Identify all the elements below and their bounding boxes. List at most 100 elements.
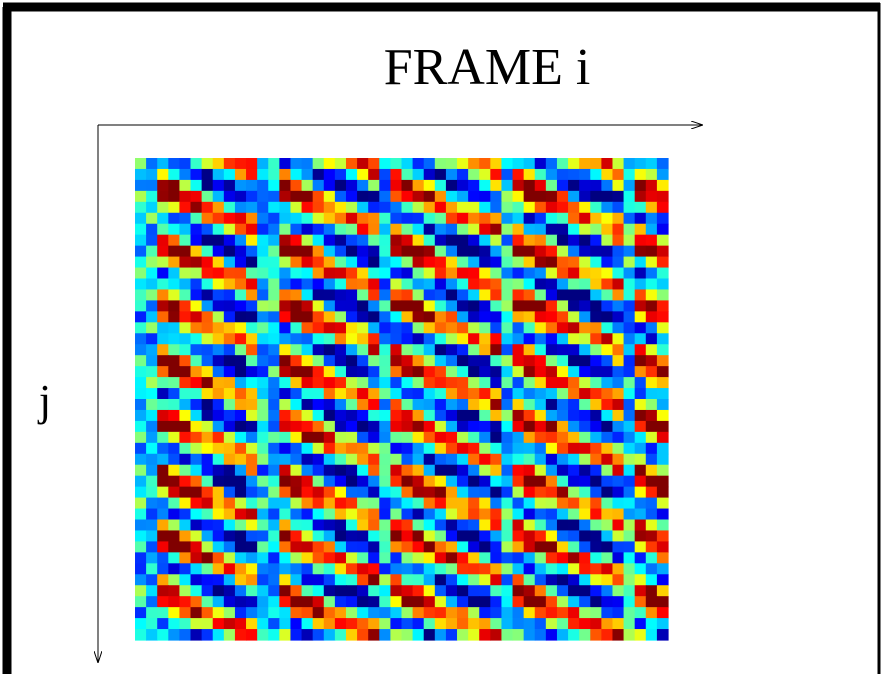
heat-cell	[579, 520, 591, 532]
heat-cell	[535, 388, 547, 400]
heat-cell	[424, 191, 436, 203]
heat-cell	[191, 421, 203, 433]
heat-cell	[424, 169, 436, 181]
heat-cell	[313, 311, 325, 323]
heat-cell	[446, 563, 458, 575]
heat-cell	[546, 552, 558, 564]
heat-cell	[302, 432, 314, 444]
heat-cell	[590, 596, 602, 608]
heat-cell	[335, 224, 347, 236]
heat-cell	[390, 421, 402, 433]
heat-cell	[202, 607, 214, 619]
heat-cell	[424, 246, 436, 258]
heat-cell	[357, 158, 369, 170]
heat-cell	[624, 322, 636, 334]
heat-cell	[402, 563, 414, 575]
heat-cell	[457, 224, 469, 236]
heat-cell	[424, 279, 436, 291]
heat-cell	[624, 487, 636, 499]
heat-cell	[546, 322, 558, 334]
heat-cell	[524, 180, 536, 192]
heat-cell	[146, 410, 158, 422]
heat-cell	[324, 509, 336, 521]
heat-cell	[535, 465, 547, 477]
heat-cell	[424, 629, 436, 641]
heat-cell	[546, 509, 558, 521]
heat-cell	[346, 487, 358, 499]
heat-cell	[335, 268, 347, 280]
heat-cell	[168, 563, 180, 575]
heat-cell	[590, 629, 602, 641]
heat-cell	[202, 180, 214, 192]
heat-cell	[224, 246, 236, 258]
heat-cell	[535, 618, 547, 630]
heat-cell	[590, 421, 602, 433]
heat-cell	[557, 552, 569, 564]
heat-cell	[535, 377, 547, 389]
heat-cell	[168, 158, 180, 170]
heat-cell	[579, 432, 591, 444]
heat-cell	[357, 465, 369, 477]
heat-cell	[357, 443, 369, 455]
heat-cell	[157, 388, 169, 400]
heat-cell	[424, 498, 436, 510]
heat-cell	[568, 235, 580, 247]
heat-cell	[535, 509, 547, 521]
heat-cell	[179, 509, 191, 521]
heat-cell	[435, 180, 447, 192]
heat-cell	[179, 520, 191, 532]
heat-cell	[479, 454, 491, 466]
heat-cell	[290, 388, 302, 400]
heat-cell	[357, 344, 369, 356]
heat-cell	[590, 169, 602, 181]
heat-cell	[435, 279, 447, 291]
heat-cell	[179, 574, 191, 586]
heat-cell	[224, 596, 236, 608]
heat-cell	[224, 574, 236, 586]
heat-cell	[402, 333, 414, 345]
heat-cell	[601, 202, 613, 214]
heat-cell	[468, 399, 480, 411]
heat-cell	[224, 300, 236, 312]
heat-cell	[635, 300, 647, 312]
heat-cell	[590, 399, 602, 411]
heat-cell	[402, 520, 414, 532]
heat-cell	[524, 213, 536, 225]
heat-cell	[313, 246, 325, 258]
heat-cell	[490, 169, 502, 181]
heat-cell	[202, 191, 214, 203]
heat-cell	[635, 366, 647, 378]
heat-cell	[246, 476, 258, 488]
heat-cell	[324, 476, 336, 488]
heat-cell	[601, 180, 613, 192]
heat-cell	[568, 300, 580, 312]
heat-cell	[379, 399, 391, 411]
heat-cell	[657, 377, 669, 389]
heat-cell	[368, 300, 380, 312]
heat-cell	[479, 344, 491, 356]
heat-cell	[424, 180, 436, 192]
heat-cell	[179, 300, 191, 312]
heat-cell	[490, 563, 502, 575]
heat-cell	[457, 366, 469, 378]
heat-cell	[501, 311, 513, 323]
heat-cell	[257, 487, 269, 499]
heat-cell	[213, 410, 225, 422]
heat-cell	[390, 322, 402, 334]
heat-cell	[390, 202, 402, 214]
heat-cell	[657, 399, 669, 411]
heat-cell	[468, 257, 480, 269]
heat-cell	[179, 541, 191, 553]
heat-cell	[368, 618, 380, 630]
heat-cell	[146, 552, 158, 564]
heat-cell	[335, 607, 347, 619]
heat-cell	[379, 596, 391, 608]
heat-cell	[612, 509, 624, 521]
heat-cell	[235, 191, 247, 203]
heat-cell	[413, 541, 425, 553]
heat-cell	[268, 487, 280, 499]
heat-cell	[479, 443, 491, 455]
heat-cell	[612, 607, 624, 619]
heat-cell	[424, 520, 436, 532]
heat-cell	[402, 596, 414, 608]
